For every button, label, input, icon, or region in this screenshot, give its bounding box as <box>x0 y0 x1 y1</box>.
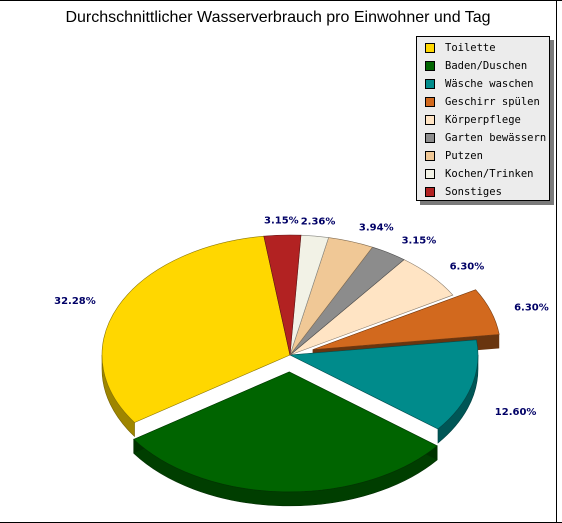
legend-label: Körperpflege <box>445 114 521 126</box>
pie-slice-9 <box>263 234 302 356</box>
legend-label: Sonstiges <box>445 186 502 198</box>
chart-title: Durchschnittlicher Wasserverbrauch pro E… <box>65 9 491 26</box>
legend-swatch <box>425 151 435 161</box>
slice-percent-label: 3.15% <box>264 216 299 227</box>
slice-percent-label: 6.30% <box>450 262 485 273</box>
pie-slice-3 <box>288 339 479 430</box>
pie-labels: 32.28%29.92%12.60%6.30%6.30%3.15%3.94%2.… <box>54 216 549 418</box>
legend-label: Kochen/Trinken <box>445 168 534 180</box>
frame-edge <box>556 0 557 523</box>
legend-swatch <box>425 97 435 107</box>
slice-percent-label: 6.30% <box>514 302 549 313</box>
legend: Toilette Baden/Duschen Wäsche waschen Gesch… <box>416 36 550 201</box>
slice-percent-label: 12.60% <box>495 407 537 418</box>
slice-percent-label: 2.36% <box>301 217 336 228</box>
pie-slices <box>101 234 500 493</box>
legend-label: Baden/Duschen <box>445 60 528 72</box>
pie-slice-2 <box>133 371 438 493</box>
pie-slice-4 <box>312 289 500 350</box>
legend-swatch <box>425 43 435 53</box>
legend-label: Putzen <box>445 150 483 162</box>
legend-swatch <box>425 61 435 71</box>
legend-swatch <box>425 115 435 125</box>
legend-swatch <box>425 79 435 89</box>
slice-percent-label: 32.28% <box>54 296 96 307</box>
legend-swatch <box>425 133 435 143</box>
legend-label: Wäsche waschen <box>445 78 534 90</box>
legend-label: Geschirr spülen <box>445 96 540 108</box>
legend-label: Toilette <box>445 42 496 54</box>
legend-swatch <box>425 169 435 179</box>
slice-percent-label: 3.15% <box>402 236 437 247</box>
slice-percent-label: 3.94% <box>359 223 394 234</box>
pie-slice-1 <box>101 235 291 423</box>
legend-swatch <box>425 187 435 197</box>
legend-label: Garten bewässern <box>445 132 547 144</box>
